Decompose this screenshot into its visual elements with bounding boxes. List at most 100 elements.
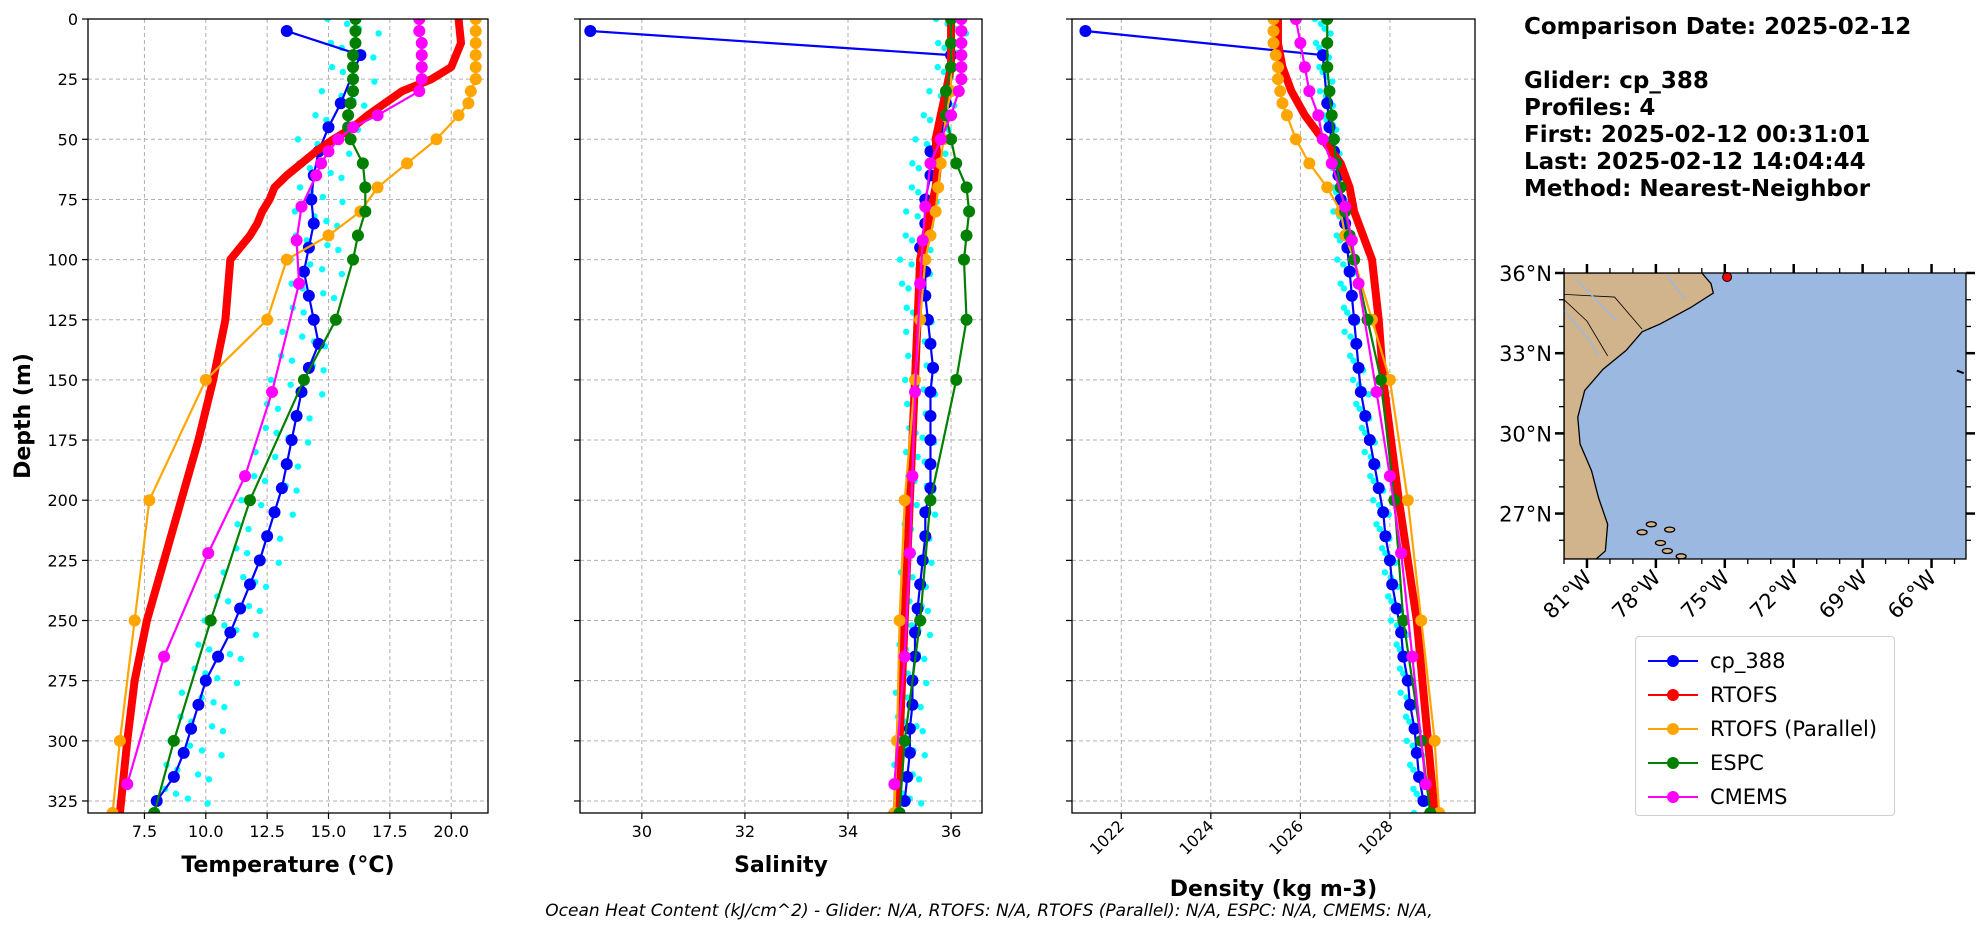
series-point bbox=[1395, 547, 1408, 560]
glider-profile-point bbox=[1385, 593, 1392, 600]
x-tick-label: 30 bbox=[632, 822, 652, 841]
legend-swatch bbox=[1646, 680, 1700, 710]
map-lat-label: 33°N bbox=[1499, 342, 1552, 366]
series-espc bbox=[1321, 19, 1437, 813]
glider-profile-point bbox=[1337, 280, 1344, 287]
series-point bbox=[204, 614, 217, 627]
glider-profile-point bbox=[934, 39, 942, 47]
glider-profile-point bbox=[172, 790, 180, 797]
glider-profile-point bbox=[1410, 766, 1417, 773]
series-point bbox=[199, 674, 212, 687]
x-tick-label: 34 bbox=[838, 822, 858, 841]
series-point bbox=[293, 277, 306, 290]
glider-profile-point bbox=[919, 434, 926, 441]
series-point bbox=[1321, 61, 1334, 74]
glider-profile-point bbox=[908, 261, 915, 268]
series-point bbox=[1386, 578, 1399, 591]
glider-profile-point bbox=[195, 641, 202, 648]
series-point bbox=[1363, 434, 1376, 447]
series-point bbox=[347, 49, 360, 62]
glider-profile-point bbox=[361, 102, 368, 109]
glider-profile-point bbox=[233, 679, 241, 687]
x-axis-label: Salinity bbox=[734, 853, 828, 878]
glider-profile-point bbox=[932, 19, 940, 23]
series-point bbox=[1419, 778, 1432, 791]
comparison-info: Comparison Date: 2025-02-12 Glider: cp_3… bbox=[1524, 14, 1911, 203]
series-point bbox=[914, 614, 927, 627]
series-rtofs bbox=[115, 19, 466, 813]
series-point bbox=[167, 770, 180, 783]
series-point bbox=[916, 234, 929, 247]
series-point bbox=[1274, 85, 1287, 98]
series-point bbox=[298, 160, 304, 166]
series-point bbox=[413, 85, 426, 98]
series-point bbox=[243, 494, 256, 507]
glider-profile-point bbox=[338, 270, 346, 278]
series-point bbox=[1379, 530, 1392, 543]
series-point bbox=[243, 578, 256, 591]
y-tick-label: 25 bbox=[58, 70, 78, 89]
island bbox=[1645, 521, 1657, 528]
temperature-panel: 7.5 10.0 12.5 15.0 17.5 20.0 0 25 50 75 100 125 150 1… bbox=[11, 10, 489, 878]
series-cmems bbox=[121, 19, 428, 791]
legend-swatch bbox=[1646, 748, 1700, 778]
series-point bbox=[305, 193, 318, 206]
series-line bbox=[1326, 19, 1432, 813]
location-map: 36°N 33°N 30°N 27°N 81°W 78°W 75°W 72°W 69°W 66°W bbox=[1499, 262, 1975, 624]
series-point bbox=[310, 169, 323, 182]
series-point bbox=[1267, 19, 1280, 25]
series-point bbox=[469, 25, 482, 38]
series-point bbox=[1397, 614, 1410, 627]
glider-profile-point bbox=[237, 655, 245, 663]
glider-profile-point bbox=[306, 164, 314, 172]
y-tick-label: 50 bbox=[58, 130, 78, 149]
series-line bbox=[590, 29, 953, 802]
series-point bbox=[399, 88, 405, 94]
glider-profile-point bbox=[210, 699, 217, 706]
glider-profile-point bbox=[218, 752, 225, 759]
series-point bbox=[898, 494, 911, 507]
glider-profile-point bbox=[324, 19, 331, 23]
series-point bbox=[347, 73, 360, 86]
series-rtofs-parallel bbox=[888, 19, 958, 813]
x-tick-label: 17.5 bbox=[372, 822, 408, 841]
map-lon-label: 75°W bbox=[1676, 565, 1734, 623]
series-point bbox=[1343, 265, 1356, 278]
glider-profile-point bbox=[318, 87, 326, 95]
glider-profile-point bbox=[926, 116, 934, 124]
series-point bbox=[1360, 233, 1366, 239]
glider-profile-point bbox=[252, 631, 260, 639]
series-point bbox=[1316, 49, 1329, 62]
glider-profile-point bbox=[328, 63, 336, 71]
legend-item-cmems: CMEMS bbox=[1646, 782, 1788, 812]
glider-profile-point bbox=[198, 747, 206, 754]
glider-profile-point bbox=[1413, 790, 1420, 797]
legend-item-rtofs: RTOFS bbox=[1646, 680, 1777, 710]
series-point bbox=[950, 157, 963, 170]
first-time: First: 2025-02-12 00:31:01 bbox=[1524, 122, 1871, 148]
glider-profile-point bbox=[330, 294, 338, 302]
y-axis-label: Depth (m) bbox=[11, 353, 36, 479]
glider-profile-point bbox=[262, 583, 270, 591]
series-point bbox=[932, 181, 945, 194]
x-axis-label: Density (kg m-3) bbox=[1170, 877, 1378, 902]
state-border bbox=[1564, 293, 1643, 330]
glider-profile-point bbox=[205, 776, 213, 783]
series-point bbox=[1339, 200, 1352, 213]
series-point bbox=[222, 317, 228, 323]
glider-profile-point bbox=[926, 87, 933, 95]
series-point bbox=[285, 434, 298, 447]
glider-profile-point bbox=[371, 78, 378, 85]
glider-profile-point bbox=[912, 824, 918, 830]
series-point bbox=[1428, 734, 1441, 747]
series-cmems bbox=[888, 19, 968, 791]
series-point bbox=[1303, 85, 1316, 98]
x-tick-label: 1026 bbox=[1265, 816, 1307, 858]
series-point bbox=[268, 506, 281, 519]
map-lon-label: 69°W bbox=[1814, 565, 1872, 623]
series-point bbox=[124, 738, 130, 744]
legend-label: CMEMS bbox=[1710, 785, 1788, 809]
series-point bbox=[893, 807, 906, 813]
glider-profile-point bbox=[898, 280, 906, 287]
series-point bbox=[1289, 19, 1302, 25]
